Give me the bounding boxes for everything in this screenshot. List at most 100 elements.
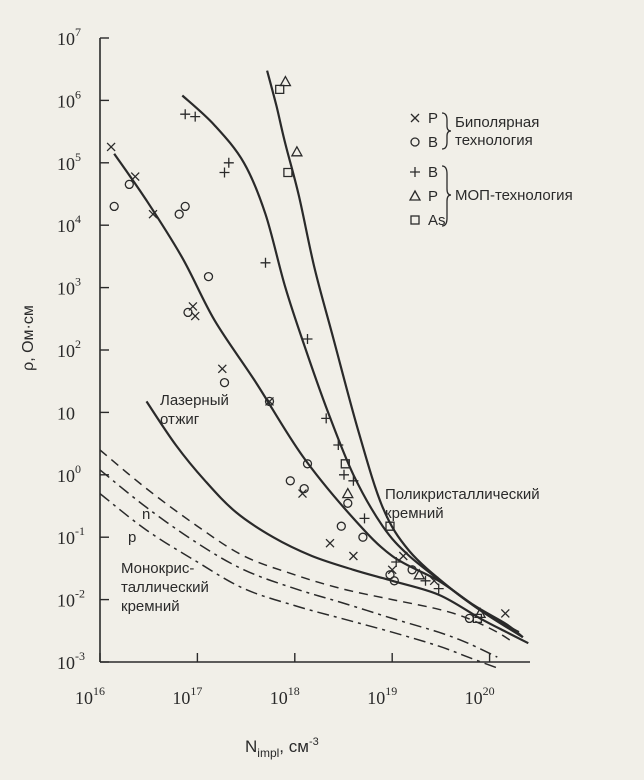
legend-label: B <box>428 134 438 151</box>
x-tick-label: 1018 <box>270 684 300 708</box>
square-data-point <box>472 613 483 624</box>
legend-label: B <box>428 164 438 181</box>
triangle-data-point <box>279 75 292 87</box>
triangle-data-point <box>473 607 487 619</box>
y-tick-label: 10-3 <box>57 649 85 673</box>
y-tick-label: 102 <box>57 337 81 361</box>
plus-data-point <box>348 475 359 486</box>
legend-brace <box>441 112 452 150</box>
x-data-point <box>217 364 227 374</box>
annotation-p: p <box>128 529 136 546</box>
circle-data-point <box>264 396 275 407</box>
y-tick-label: 10-2 <box>57 587 85 611</box>
curve-solid-2 <box>266 70 524 639</box>
plus-data-point <box>302 334 313 344</box>
curve-dashdot-5 <box>99 469 498 658</box>
circle-data-point <box>336 521 346 531</box>
circle-data-point <box>109 201 119 212</box>
y-tick-label: 10-1 <box>57 524 85 548</box>
x-data-point <box>348 551 358 561</box>
circle-data-point <box>407 565 417 575</box>
triangle-data-point <box>341 487 354 499</box>
circle-data-point <box>385 570 395 580</box>
circle-data-point <box>174 209 184 219</box>
legend-label: P <box>428 110 438 127</box>
triangle-data-point <box>290 145 304 157</box>
plus-data-point <box>219 167 230 178</box>
plus-data-point <box>223 157 234 168</box>
x-data-point <box>130 172 140 182</box>
legend-group-label: технология <box>455 132 533 149</box>
x-data-point <box>298 489 307 499</box>
x-axis-label-sub: impl <box>257 746 279 760</box>
curve-dashdot-6 <box>99 493 498 669</box>
x-tick-label: 1017 <box>172 684 202 708</box>
plus-data-point <box>391 557 402 567</box>
curve-solid-3 <box>145 400 529 645</box>
square-data-point <box>340 459 350 469</box>
plus-data-point <box>339 469 349 480</box>
plus-data-point <box>420 575 431 586</box>
circle-data-point <box>389 576 399 586</box>
x-data-point <box>398 551 408 561</box>
plus-data-point <box>333 440 344 450</box>
legend-entry: P <box>408 188 438 205</box>
x-tick-label: 1020 <box>465 684 495 708</box>
triangle-data-point <box>413 568 426 580</box>
circle-data-point <box>358 532 368 542</box>
circle-data-point <box>219 377 230 388</box>
y-tick-label: 107 <box>57 25 81 49</box>
x-data-point <box>106 142 116 152</box>
plus-data-point <box>359 513 370 524</box>
legend-group-label: МОП-технология <box>455 187 573 204</box>
legend-label: As <box>428 212 446 229</box>
ticks-layer: 1016 1017 1018 1019 1020 10-3 10-2 10-1 100 10 102… <box>57 25 495 708</box>
circle-data-point <box>302 459 313 469</box>
plus-data-point <box>321 413 332 424</box>
x-tick-label: 1016 <box>75 684 105 708</box>
legend-entry: P <box>410 110 438 127</box>
annotations: Лазерный отжиг Поликристаллический кремн… <box>121 392 540 615</box>
x-data-point <box>500 608 510 618</box>
y-tick-label: 105 <box>57 150 81 174</box>
x-data-point <box>387 565 397 575</box>
annotation-laser-anneal: отжиг <box>160 411 200 428</box>
annotation-n: n <box>142 506 150 523</box>
circle-data-point <box>183 307 193 318</box>
x-data-point <box>148 209 158 219</box>
circle-data-point <box>203 271 214 282</box>
plus-data-point <box>190 111 201 122</box>
y-tick-label: 10 <box>57 403 75 423</box>
legend-brace <box>441 165 452 227</box>
square-data-point <box>275 84 285 95</box>
y-tick-label: 103 <box>57 275 81 299</box>
legend-circle-marker <box>410 137 420 147</box>
legend-entry: B <box>410 164 438 181</box>
x-axis-label-unit: , см <box>279 737 309 756</box>
plus-data-point <box>180 109 191 120</box>
annotation-monocrystalline: кремний <box>121 598 180 615</box>
circle-data-point <box>343 498 353 508</box>
annotation-laser-anneal: Лазерный <box>160 392 229 409</box>
y-tick-label: 100 <box>57 462 81 486</box>
legend-square-marker <box>410 215 420 225</box>
legend: P B Биполярная технология B P As МОП-тех… <box>408 110 573 229</box>
circle-data-point <box>285 476 295 486</box>
annotation-polysilicon: Поликристаллический <box>385 486 540 503</box>
legend-label: P <box>428 188 438 205</box>
y-tick-label: 104 <box>57 212 81 236</box>
x-tick-label: 1019 <box>367 684 397 708</box>
legend-triangle-marker <box>408 189 422 201</box>
square-data-point <box>283 167 293 178</box>
x-axis-label-main: N <box>245 737 257 756</box>
x-axis-label-unit-sup: -3 <box>309 736 319 748</box>
legend-x-marker <box>410 113 420 123</box>
circle-data-point <box>180 201 190 212</box>
curve-solid-1 <box>181 94 520 634</box>
markers-layer <box>106 75 510 624</box>
annotation-monocrystalline: таллический <box>121 579 209 596</box>
legend-plus-marker <box>410 167 420 177</box>
legend-entry: As <box>410 212 446 229</box>
plus-data-point <box>260 257 271 268</box>
